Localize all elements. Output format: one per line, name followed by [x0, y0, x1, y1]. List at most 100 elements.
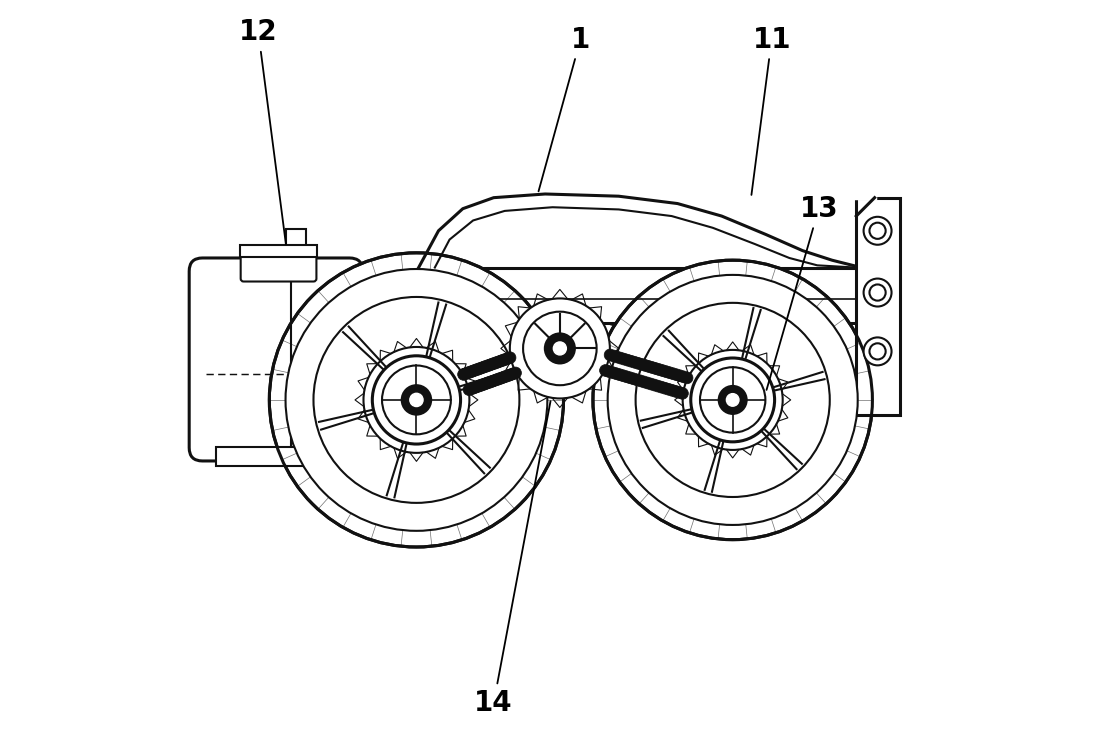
Circle shape [660, 366, 672, 377]
Circle shape [457, 368, 470, 380]
Circle shape [474, 362, 486, 374]
Circle shape [460, 368, 472, 379]
Circle shape [677, 371, 690, 383]
Circle shape [476, 379, 487, 391]
Circle shape [476, 362, 488, 373]
Circle shape [496, 355, 507, 367]
Bar [380, 268, 880, 322]
Bar [240, 245, 317, 256]
Circle shape [593, 260, 873, 539]
Circle shape [472, 381, 483, 393]
Circle shape [464, 366, 476, 378]
Circle shape [486, 376, 498, 388]
Circle shape [473, 363, 484, 375]
Circle shape [870, 223, 885, 239]
Circle shape [676, 388, 688, 399]
Circle shape [492, 356, 503, 368]
Circle shape [509, 367, 522, 379]
Circle shape [495, 373, 506, 384]
Circle shape [270, 253, 564, 547]
Circle shape [481, 360, 493, 372]
Circle shape [666, 385, 677, 396]
Circle shape [483, 359, 495, 371]
Circle shape [462, 367, 474, 379]
Circle shape [646, 362, 657, 373]
Circle shape [631, 374, 643, 386]
Circle shape [653, 364, 665, 376]
Text: 13: 13 [767, 195, 838, 390]
Circle shape [625, 356, 636, 367]
Circle shape [621, 370, 632, 382]
Circle shape [490, 357, 502, 369]
Circle shape [629, 356, 641, 368]
Circle shape [505, 368, 517, 380]
Circle shape [523, 312, 597, 385]
Circle shape [726, 393, 739, 406]
Text: 11: 11 [751, 25, 791, 195]
Circle shape [608, 275, 857, 525]
Circle shape [491, 374, 503, 385]
Circle shape [545, 333, 575, 363]
Circle shape [484, 376, 496, 388]
Circle shape [467, 382, 480, 394]
Circle shape [466, 365, 477, 377]
Circle shape [285, 269, 547, 531]
Circle shape [485, 359, 497, 370]
Circle shape [603, 365, 614, 377]
Circle shape [643, 361, 654, 372]
Circle shape [504, 352, 516, 364]
Circle shape [382, 365, 451, 434]
Circle shape [642, 377, 653, 389]
Bar [285, 228, 306, 279]
Circle shape [864, 337, 892, 365]
Circle shape [314, 297, 519, 503]
Circle shape [471, 364, 482, 376]
Circle shape [691, 358, 775, 442]
Circle shape [618, 353, 630, 365]
Circle shape [608, 350, 620, 362]
FancyBboxPatch shape [189, 258, 362, 461]
Circle shape [650, 362, 662, 374]
Circle shape [656, 365, 669, 376]
Circle shape [664, 367, 675, 379]
Circle shape [674, 370, 686, 382]
Circle shape [494, 356, 505, 368]
Circle shape [402, 385, 431, 415]
Circle shape [864, 279, 892, 307]
Circle shape [604, 349, 615, 361]
Circle shape [498, 354, 509, 366]
Circle shape [493, 373, 505, 385]
Circle shape [634, 375, 646, 387]
Circle shape [600, 365, 611, 376]
Circle shape [870, 343, 885, 359]
Circle shape [610, 368, 622, 379]
Circle shape [499, 370, 511, 382]
Circle shape [502, 353, 514, 365]
Circle shape [611, 351, 623, 363]
Circle shape [480, 378, 492, 390]
Circle shape [667, 368, 678, 379]
Circle shape [469, 365, 480, 376]
Circle shape [509, 299, 610, 399]
Text: 14: 14 [474, 401, 550, 717]
Circle shape [503, 369, 515, 381]
Circle shape [624, 372, 635, 384]
Circle shape [718, 386, 747, 414]
Circle shape [502, 370, 513, 382]
Circle shape [410, 393, 423, 407]
Text: 1: 1 [538, 25, 590, 191]
Circle shape [659, 382, 671, 394]
Circle shape [683, 350, 782, 450]
Text: 12: 12 [239, 19, 286, 245]
Circle shape [478, 361, 491, 373]
Circle shape [478, 379, 490, 391]
Circle shape [488, 375, 501, 386]
Circle shape [554, 342, 567, 355]
Circle shape [507, 368, 519, 379]
Circle shape [635, 359, 648, 370]
FancyBboxPatch shape [241, 247, 316, 282]
Circle shape [681, 372, 693, 384]
Circle shape [699, 368, 766, 433]
Circle shape [372, 356, 461, 444]
Circle shape [499, 353, 512, 365]
